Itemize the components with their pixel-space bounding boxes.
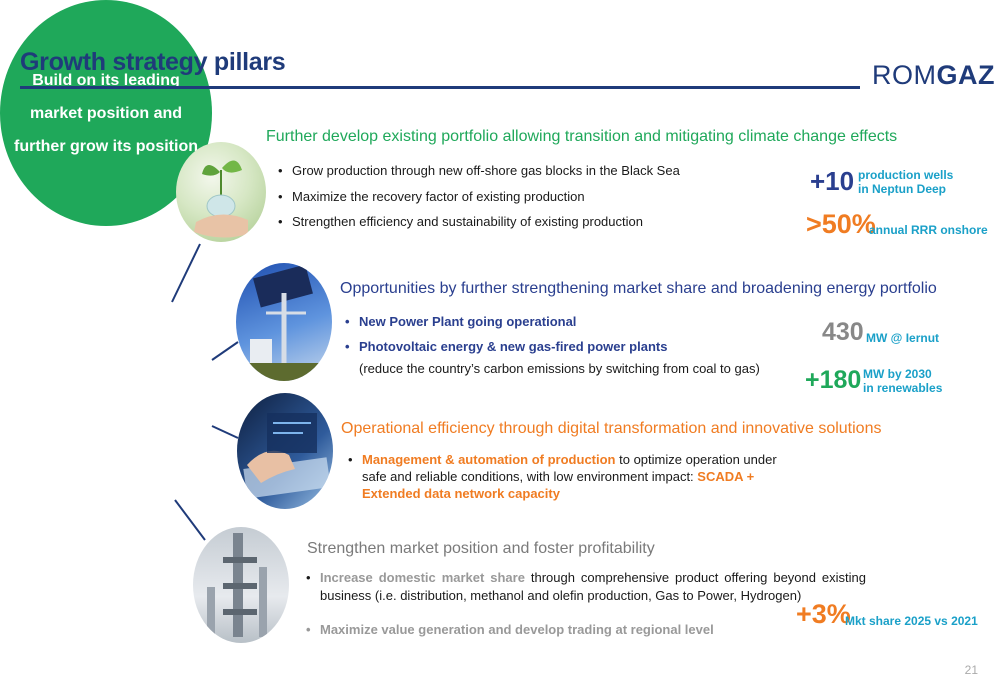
connector-3 [211, 425, 239, 439]
section4-bullet1-highlight: Increase domestic market share [320, 570, 525, 585]
central-text-line-3: further grow its position [14, 137, 198, 155]
section2-kpi1-value: 430 [822, 318, 864, 346]
section3-bullet-1: Management & automation of production to… [348, 451, 798, 502]
section4-bullet-list: Increase domestic market share through c… [306, 569, 866, 605]
connector-1 [171, 243, 201, 303]
page-number: 21 [964, 663, 978, 677]
section1-kpi1-label-line1: production wells [858, 168, 954, 182]
section3-bullet-list: Management & automation of production to… [348, 451, 798, 502]
section1-kpi1-value: +10 [810, 166, 855, 196]
section2-bullet-2: Photovoltaic energy & new gas-fired powe… [345, 334, 667, 359]
title-underline [20, 86, 860, 89]
section2-kpi2-label-line1: MW by 2030 [863, 367, 932, 381]
section1-kpi2-value: >50% [806, 209, 876, 239]
section1-bullet-1: Grow production through new off-shore ga… [278, 158, 680, 184]
section2-bullet-1: New Power Plant going operational [345, 309, 667, 334]
section1-kpi1-label-line2: in Neptun Deep [858, 182, 947, 196]
section4-heading: Strengthen market position and foster pr… [307, 540, 655, 557]
page-title: Growth strategy pillars [20, 48, 286, 76]
romgaz-logo: ROMGAZ [872, 60, 995, 91]
connector-2 [211, 341, 239, 361]
section2-heading: Opportunities by further strengthening m… [340, 280, 937, 297]
section2-kpi1-label: MW @ Iernut [866, 331, 940, 345]
section4-bullet1-text: through comprehensive product offering b… [320, 570, 866, 603]
section2-kpi2-label: MW by 2030 in renewables [863, 367, 942, 395]
industrial-plant-photo-icon [193, 527, 289, 643]
section4-bullet-2: Maximize value generation and develop tr… [306, 621, 714, 639]
section2-note: (reduce the country’s carbon emissions b… [359, 361, 760, 376]
central-text-line-1: Build on its leading [32, 71, 180, 89]
section3-bullet-highlight2: SCADA + Extended data network capacity [362, 469, 755, 501]
section2-kpi2-value: +180 [805, 366, 862, 394]
section3-bullet-highlight: Management & automation of production [362, 452, 616, 467]
section1-bullet-list: Grow production through new off-shore ga… [278, 158, 680, 235]
central-pillar-text: Build on its leading market position and… [8, 64, 204, 163]
solar-panel-tower-photo-icon [236, 263, 332, 381]
section1-kpi1-label: production wells in Neptun Deep [858, 168, 953, 196]
section4-kpi-value: +3% [796, 599, 851, 629]
digital-hand-photo-icon [237, 393, 333, 509]
section2-bullet-list: New Power Plant going operational Photov… [345, 309, 667, 359]
section1-heading: Further develop existing portfolio allow… [266, 128, 898, 145]
section1-kpi2-label: annual RRR onshore [869, 223, 988, 237]
section4-bullet-1: Increase domestic market share through c… [306, 569, 866, 605]
plant-in-hand-photo-icon [176, 142, 266, 242]
logo-bold-text: GAZ [936, 60, 995, 90]
section4-kpi-label: Mkt share 2025 vs 2021 [845, 614, 978, 628]
section1-bullet-3: Strengthen efficiency and sustainability… [278, 209, 680, 235]
section2-kpi2-label-line2: in renewables [863, 381, 943, 395]
section4-bullet-list-2: Maximize value generation and develop tr… [306, 621, 714, 639]
section1-bullet-2: Maximize the recovery factor of existing… [278, 184, 680, 210]
logo-light-text: ROM [872, 60, 937, 90]
section3-heading: Operational efficiency through digital t… [341, 420, 882, 437]
section3-bullet-text: to optimize operation under safe and rel… [362, 452, 777, 484]
central-text-line-2: market position and [29, 104, 183, 122]
connector-4 [174, 499, 206, 541]
